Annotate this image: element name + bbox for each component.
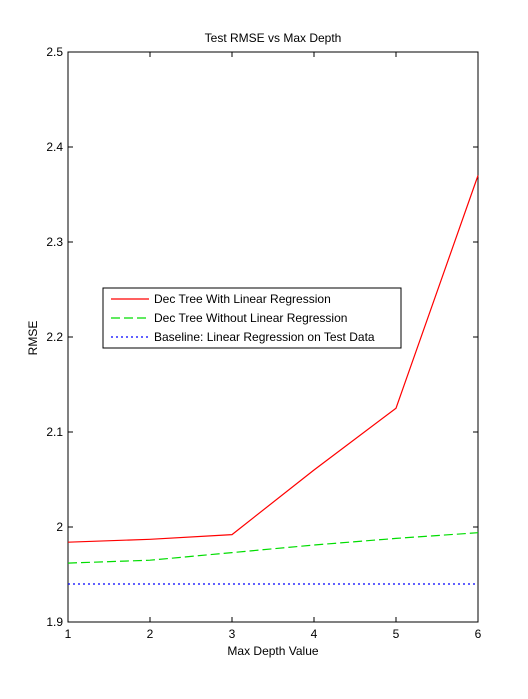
y-tick-label: 2.3 [46, 235, 63, 249]
x-axis-title: Max Depth Value [227, 644, 318, 658]
y-tick-label: 2.5 [46, 45, 63, 59]
x-tick-label: 3 [229, 627, 236, 641]
legend-label-1: Dec Tree With Linear Regression [154, 292, 331, 306]
y-tick-label: 2.4 [46, 140, 63, 154]
y-axis-title: RMSE [26, 321, 40, 356]
y-tick-label: 1.9 [46, 615, 63, 629]
x-tick-label: 6 [475, 627, 482, 641]
series-line-1 [67, 175, 479, 543]
legend-box [102, 287, 402, 349]
x-tick-label: 1 [65, 627, 72, 641]
y-tick-label: 2.2 [46, 330, 63, 344]
y-tick-label: 2.1 [46, 425, 63, 439]
y-tick-label: 2 [56, 520, 63, 534]
x-tick-label: 4 [311, 627, 318, 641]
x-tick-label: 5 [393, 627, 400, 641]
x-tick-label: 2 [147, 627, 154, 641]
legend-label-3: Baseline: Linear Regression on Test Data [154, 330, 375, 344]
legend: Dec Tree With Linear Regression Dec Tree … [102, 287, 402, 349]
chart-title: Test RMSE vs Max Depth [205, 31, 342, 45]
legend-label-2: Dec Tree Without Linear Regression [154, 311, 347, 325]
series-line-2 [67, 532, 479, 564]
